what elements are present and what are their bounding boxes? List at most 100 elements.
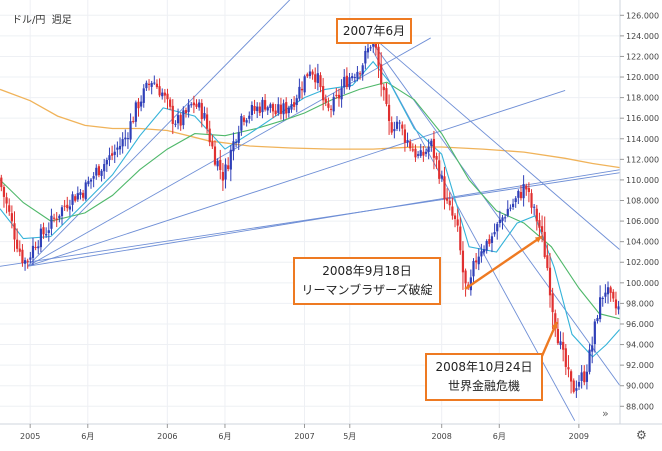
x-tick-label: 2006 bbox=[157, 432, 177, 441]
candle-body bbox=[472, 260, 475, 277]
candle-body bbox=[372, 41, 375, 47]
pair-name: ドル/円 bbox=[12, 15, 46, 26]
candle-body bbox=[435, 156, 438, 160]
candle-body bbox=[306, 74, 309, 77]
candle-body bbox=[380, 64, 383, 85]
candle-body bbox=[559, 341, 562, 346]
candle-body bbox=[430, 140, 433, 146]
candle-body bbox=[398, 122, 401, 124]
candle-body bbox=[424, 151, 428, 154]
candle-body bbox=[74, 196, 77, 201]
y-tick-label: 100.000 bbox=[626, 279, 659, 288]
candle-body bbox=[575, 388, 578, 391]
annotation-lehman-event: リーマンブラザーズ破綻 bbox=[301, 283, 433, 297]
candle-body bbox=[588, 349, 591, 372]
candle-body bbox=[593, 321, 596, 345]
candle-body bbox=[548, 267, 552, 296]
candle-body bbox=[52, 217, 56, 219]
candle-body bbox=[485, 240, 488, 251]
candle-body bbox=[551, 293, 554, 313]
annotation-lehman-date: 2008年9月18日 bbox=[322, 264, 412, 278]
candle-body bbox=[464, 270, 467, 284]
candle-body bbox=[504, 217, 507, 219]
trendline bbox=[27, 89, 566, 267]
candle-body bbox=[169, 99, 172, 107]
candle-body bbox=[176, 115, 180, 124]
candle-body bbox=[229, 149, 232, 170]
candle-body bbox=[87, 181, 90, 185]
candle-body bbox=[84, 182, 87, 200]
candle-body bbox=[269, 104, 272, 108]
y-axis: 126.000 124.000 122.000 120.000 118.000 116.0… bbox=[620, 11, 659, 411]
candle-body bbox=[482, 249, 486, 253]
candle-body bbox=[184, 110, 188, 114]
candle-body bbox=[71, 194, 74, 205]
candle-body bbox=[562, 341, 565, 350]
candle-body bbox=[459, 226, 462, 251]
candle-body bbox=[234, 141, 238, 143]
candle-body bbox=[16, 239, 19, 249]
candle-body bbox=[601, 297, 604, 299]
candle-body bbox=[332, 96, 335, 112]
candle-body bbox=[377, 46, 380, 66]
candle-body bbox=[174, 123, 177, 125]
trendline bbox=[368, 37, 621, 386]
x-tick-label: 2005 bbox=[20, 432, 40, 441]
candle-body bbox=[348, 77, 351, 88]
candle-body bbox=[182, 110, 185, 126]
candle-body bbox=[300, 88, 304, 91]
candle-body bbox=[356, 71, 359, 79]
candle-body bbox=[203, 113, 206, 119]
candle-body bbox=[509, 207, 512, 209]
candle-body bbox=[155, 83, 159, 88]
candle-body bbox=[248, 115, 251, 119]
annotation-lehman: 2008年9月18日 リーマンブラザーズ破綻 bbox=[293, 257, 441, 305]
candle-body bbox=[45, 234, 48, 236]
candle-body bbox=[364, 50, 367, 64]
candle-body bbox=[282, 103, 285, 115]
candle-body bbox=[617, 306, 620, 310]
candle-body bbox=[166, 93, 169, 100]
arrow-head bbox=[534, 236, 542, 243]
candle-body bbox=[18, 248, 21, 252]
candle-body bbox=[2, 187, 6, 197]
candle-body bbox=[327, 103, 330, 108]
candle-body bbox=[245, 120, 248, 123]
candle-body bbox=[438, 160, 441, 179]
candle-body bbox=[527, 188, 530, 192]
candle-body bbox=[31, 245, 35, 258]
candle-body bbox=[23, 260, 27, 264]
candle-body bbox=[319, 75, 322, 88]
candle-body bbox=[369, 47, 372, 49]
candle-body bbox=[237, 132, 240, 143]
candles bbox=[0, 31, 620, 398]
candle-body bbox=[271, 104, 275, 112]
y-tick-label: 124.000 bbox=[626, 32, 659, 41]
gear-icon[interactable]: ⚙ bbox=[636, 428, 647, 442]
candle-body bbox=[612, 291, 615, 299]
candle-body bbox=[208, 128, 211, 143]
candle-body bbox=[221, 172, 224, 181]
candle-body bbox=[293, 102, 296, 107]
candle-body bbox=[599, 297, 602, 320]
scroll-to-realtime-button[interactable]: » bbox=[602, 407, 609, 420]
candle-body bbox=[340, 88, 343, 100]
candle-body bbox=[525, 185, 528, 190]
candle-body bbox=[567, 367, 570, 370]
trendline bbox=[0, 172, 621, 267]
candle-body bbox=[337, 94, 341, 99]
candle-body bbox=[569, 371, 573, 382]
candle-body bbox=[8, 205, 11, 212]
candle-body bbox=[66, 204, 69, 209]
candle-body bbox=[298, 86, 301, 99]
candle-body bbox=[60, 207, 64, 217]
y-tick-label: 112.000 bbox=[626, 155, 659, 164]
candle-body bbox=[95, 167, 98, 176]
candle-body bbox=[10, 213, 13, 222]
x-tick-label: 6月 bbox=[81, 432, 94, 441]
candle-body bbox=[361, 65, 364, 75]
candle-body bbox=[456, 219, 459, 226]
y-tick-label: 122.000 bbox=[626, 52, 659, 61]
candle-body bbox=[443, 176, 446, 200]
